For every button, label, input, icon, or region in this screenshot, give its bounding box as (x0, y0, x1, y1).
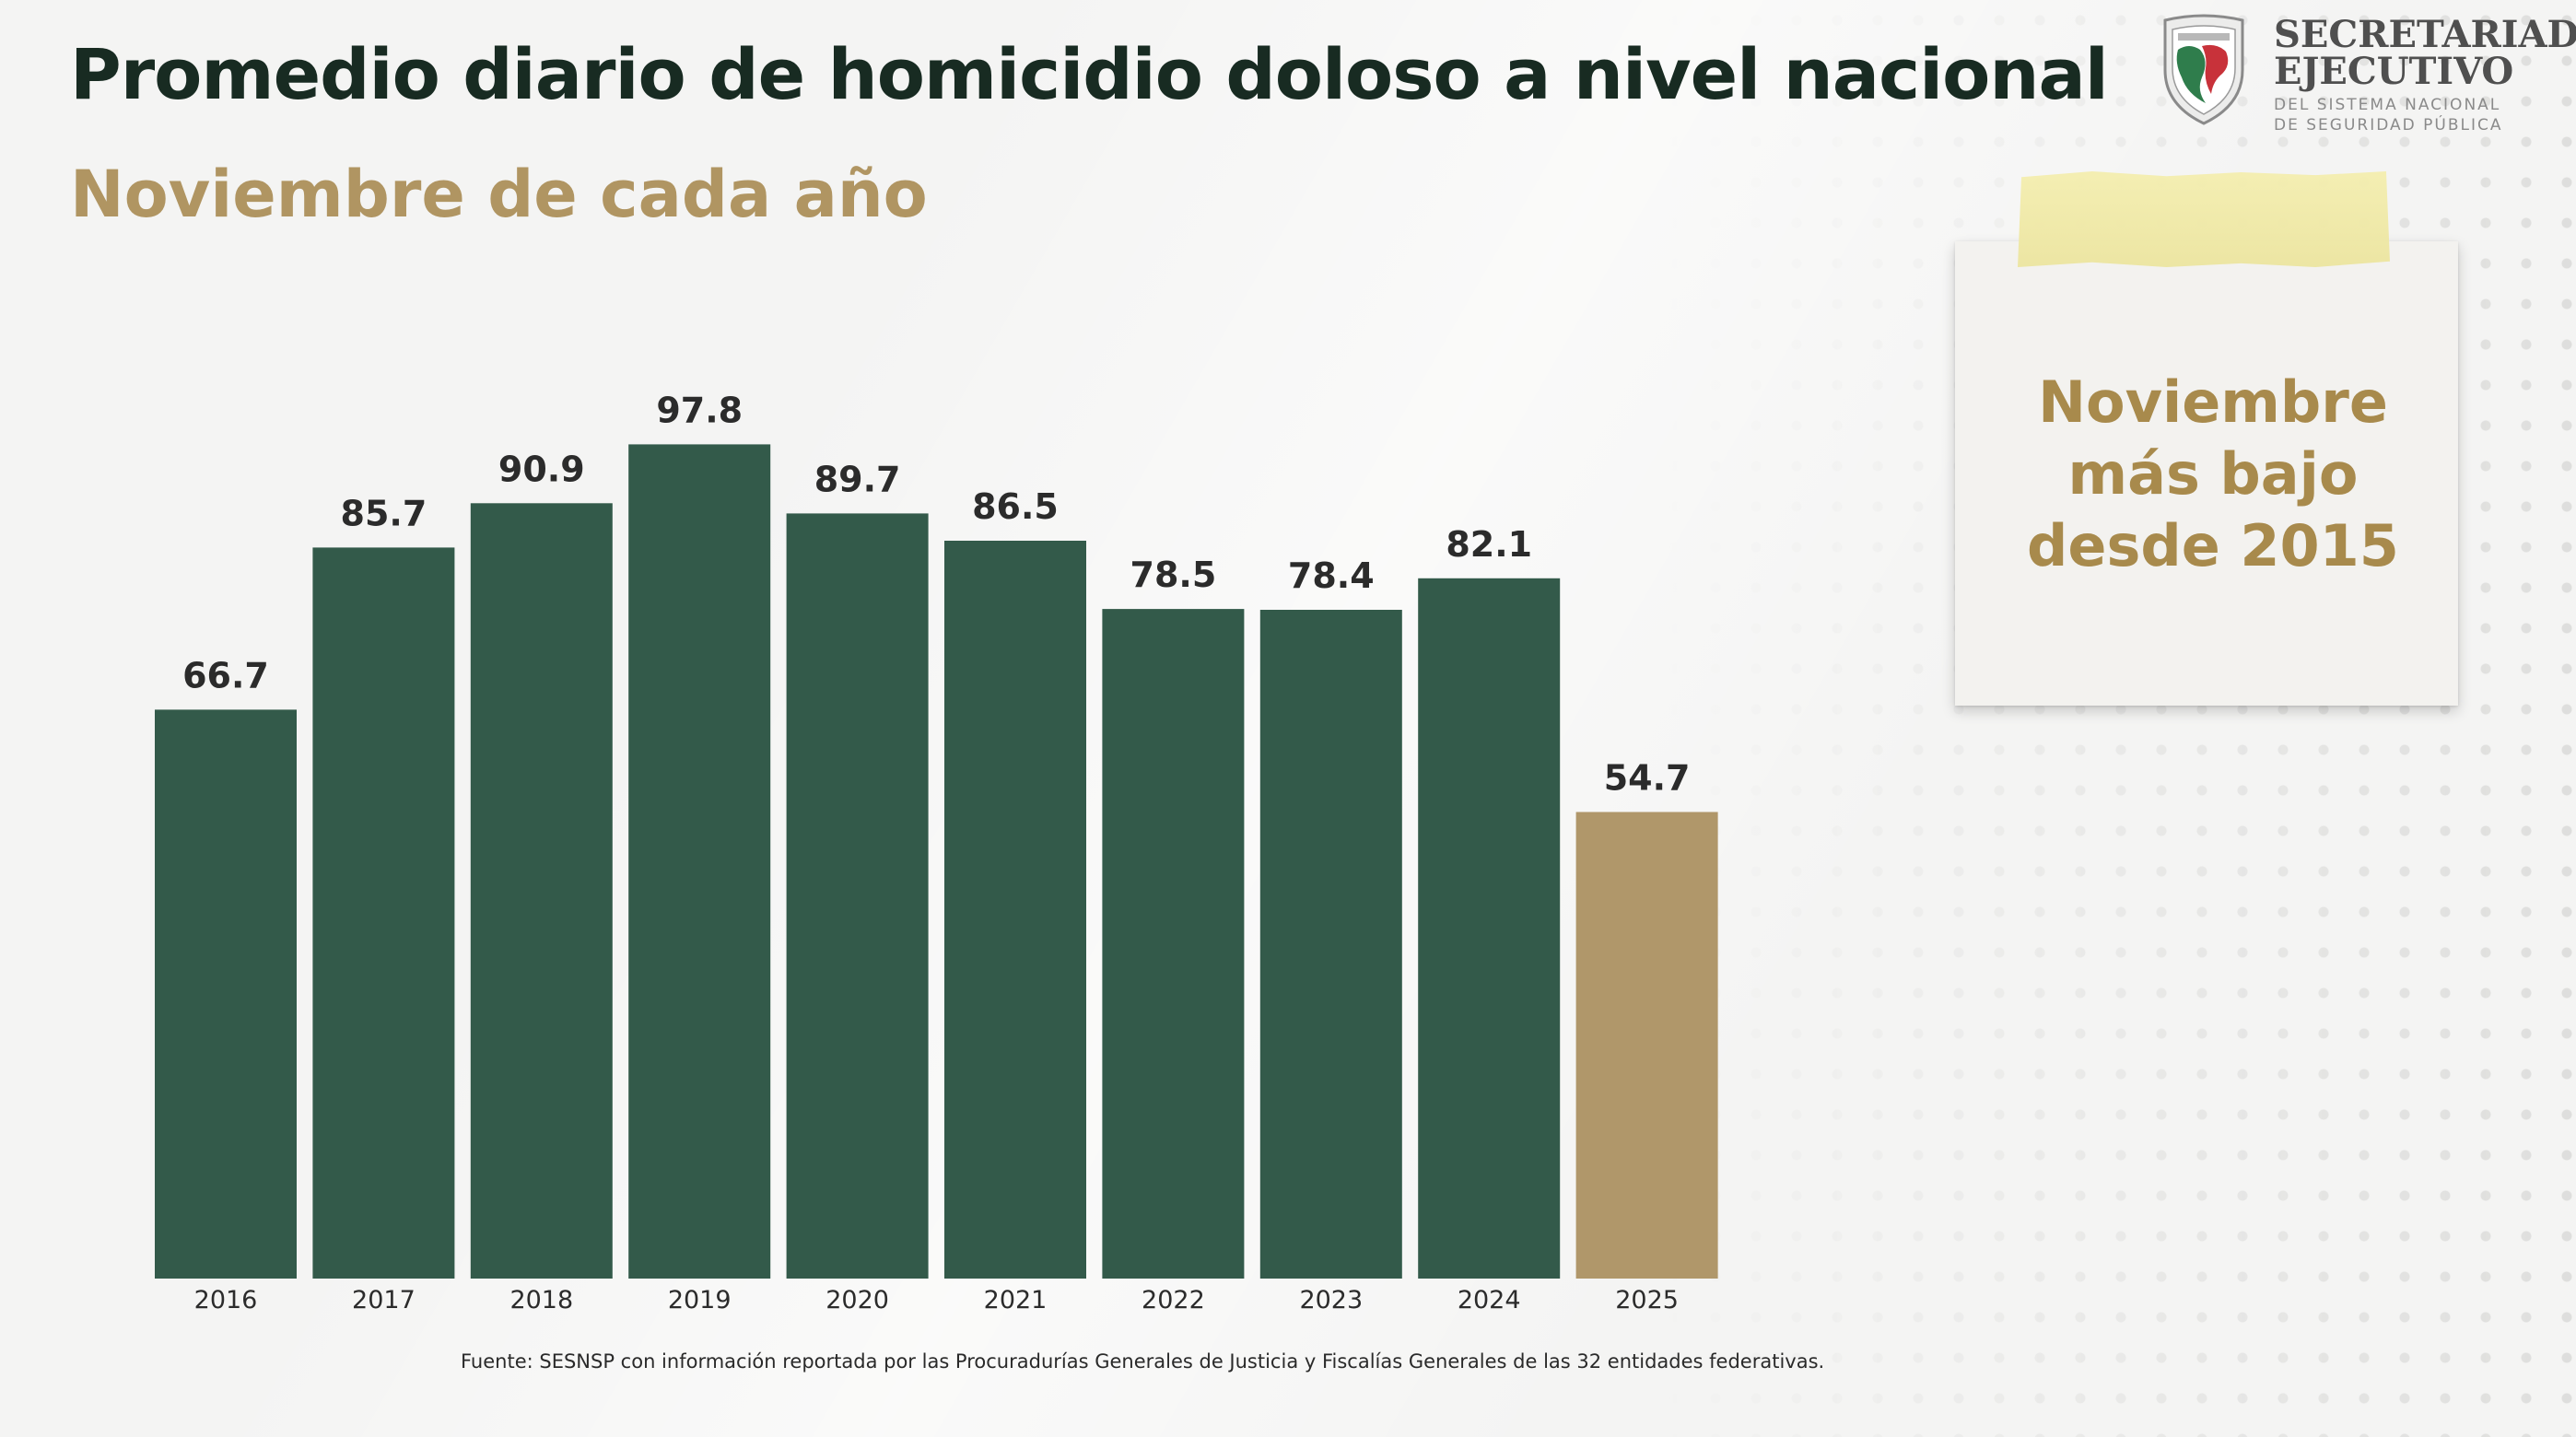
bar-2021 (944, 541, 1086, 1279)
x-tick-2017: 2017 (352, 1286, 416, 1314)
bar-chart: 66.7 2016 85.7 2017 90.9 2018 97.8 2019 89.7 2020… (155, 390, 1718, 1314)
x-tick-2018: 2018 (509, 1286, 573, 1314)
bar-2022 (1102, 609, 1245, 1279)
bar-2018 (470, 503, 613, 1279)
value-label-2019: 97.8 (656, 390, 743, 430)
value-label-2024: 82.1 (1446, 524, 1532, 565)
x-tick-2020: 2020 (825, 1286, 889, 1314)
bar-2016 (155, 709, 297, 1279)
logo-title-line1: SECRETARIADO (2274, 13, 2576, 56)
value-label-2020: 89.7 (814, 459, 901, 499)
x-tick-2024: 2024 (1458, 1286, 1521, 1314)
value-label-2017: 85.7 (341, 493, 427, 533)
sticky-note-text: Noviembre más bajo desde 2015 (1955, 367, 2471, 582)
logo-subtitle-line1: DEL SISTEMA NACIONAL (2274, 96, 2501, 114)
page-title: Promedio diario de homicidio doloso a ni… (70, 33, 2109, 115)
x-tick-2016: 2016 (194, 1286, 258, 1314)
note-line-2: más bajo (2067, 440, 2359, 508)
value-label-2025: 54.7 (1604, 758, 1691, 799)
shield-icon (2163, 14, 2244, 125)
bar-2023 (1259, 610, 1402, 1279)
logo-subtitle-line2: DE SEGURIDAD PÚBLICA (2274, 116, 2503, 134)
bar-2025 (1575, 812, 1718, 1279)
secretariado-logo: SECRETARIADO EJECUTIVO DEL SISTEMA NACIO… (2160, 13, 2576, 142)
value-label-2023: 78.4 (1288, 555, 1375, 596)
note-tape (2018, 171, 2390, 267)
note-line-3: desde 2015 (2027, 512, 2399, 579)
source-footnote: Fuente: SESNSP con información reportada… (461, 1350, 1825, 1373)
page-subtitle: Noviembre de cada año (70, 157, 928, 232)
x-tick-2023: 2023 (1299, 1286, 1363, 1314)
value-label-2018: 90.9 (498, 449, 585, 489)
x-tick-2025: 2025 (1615, 1286, 1679, 1314)
x-tick-2022: 2022 (1142, 1286, 1205, 1314)
note-line-1: Noviembre (2038, 368, 2388, 436)
value-label-2016: 66.7 (182, 655, 269, 695)
bar-2019 (628, 444, 771, 1279)
value-label-2022: 78.5 (1130, 555, 1217, 595)
value-label-2021: 86.5 (972, 486, 1059, 527)
sticky-note (1955, 241, 2458, 706)
bar-2020 (786, 513, 929, 1279)
x-tick-2021: 2021 (984, 1286, 1048, 1314)
bar-2024 (1418, 578, 1561, 1279)
bar-2017 (312, 547, 455, 1279)
x-tick-2019: 2019 (668, 1286, 732, 1314)
logo-title-line2: EJECUTIVO (2274, 50, 2514, 93)
